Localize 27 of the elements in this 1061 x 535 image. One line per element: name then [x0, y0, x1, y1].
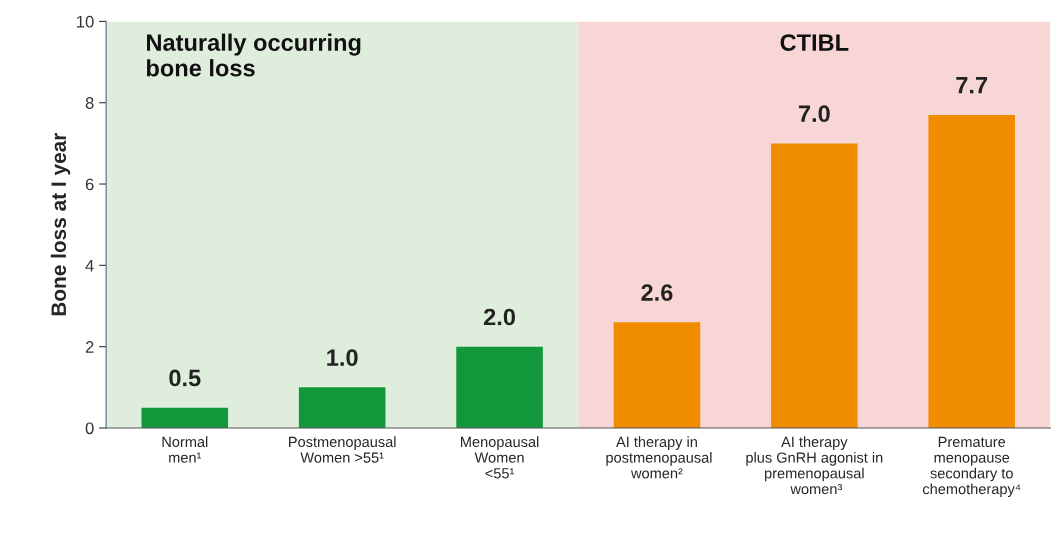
data-label: 2.0 — [483, 308, 515, 326]
x-tick-label: Normal men¹ — [162, 436, 208, 463]
x-tick-label: AI therapy plus GnRH agonist in premenopausal women³ — [746, 436, 883, 495]
bar — [141, 407, 229, 428]
data-label: 7.0 — [798, 105, 830, 123]
x-tick-label: AI therapy in postmenopausal women² — [606, 436, 712, 479]
data-label: 1.0 — [327, 349, 358, 367]
data-label: 2.6 — [641, 284, 673, 301]
y-tick-label: 10 — [77, 15, 94, 28]
bar — [613, 322, 701, 428]
y-axis-title: Bone loss at I year — [50, 132, 71, 316]
data-label: 7.7 — [956, 77, 988, 94]
y-tick-label: 8 — [85, 97, 94, 109]
y-tick-label: 2 — [85, 341, 94, 353]
bar — [771, 143, 858, 428]
y-tick-label: 4 — [85, 259, 94, 272]
band-label: Naturally occurring bone loss — [147, 33, 361, 77]
bar — [298, 387, 386, 428]
bar — [456, 346, 543, 428]
x-tick-label: Premature menopause secondary to chemotherapy⁴ — [922, 436, 1021, 498]
data-label: 0.5 — [169, 369, 201, 387]
x-tick-label: Postmenopausal Women >55¹ — [289, 436, 396, 463]
y-tick-label: 0 — [85, 422, 94, 435]
band-label: CTIBL — [780, 34, 849, 51]
x-tick-label: Menopausal Women <55¹ — [461, 436, 539, 479]
bar — [928, 114, 1015, 428]
y-tick-label: 6 — [85, 178, 94, 191]
